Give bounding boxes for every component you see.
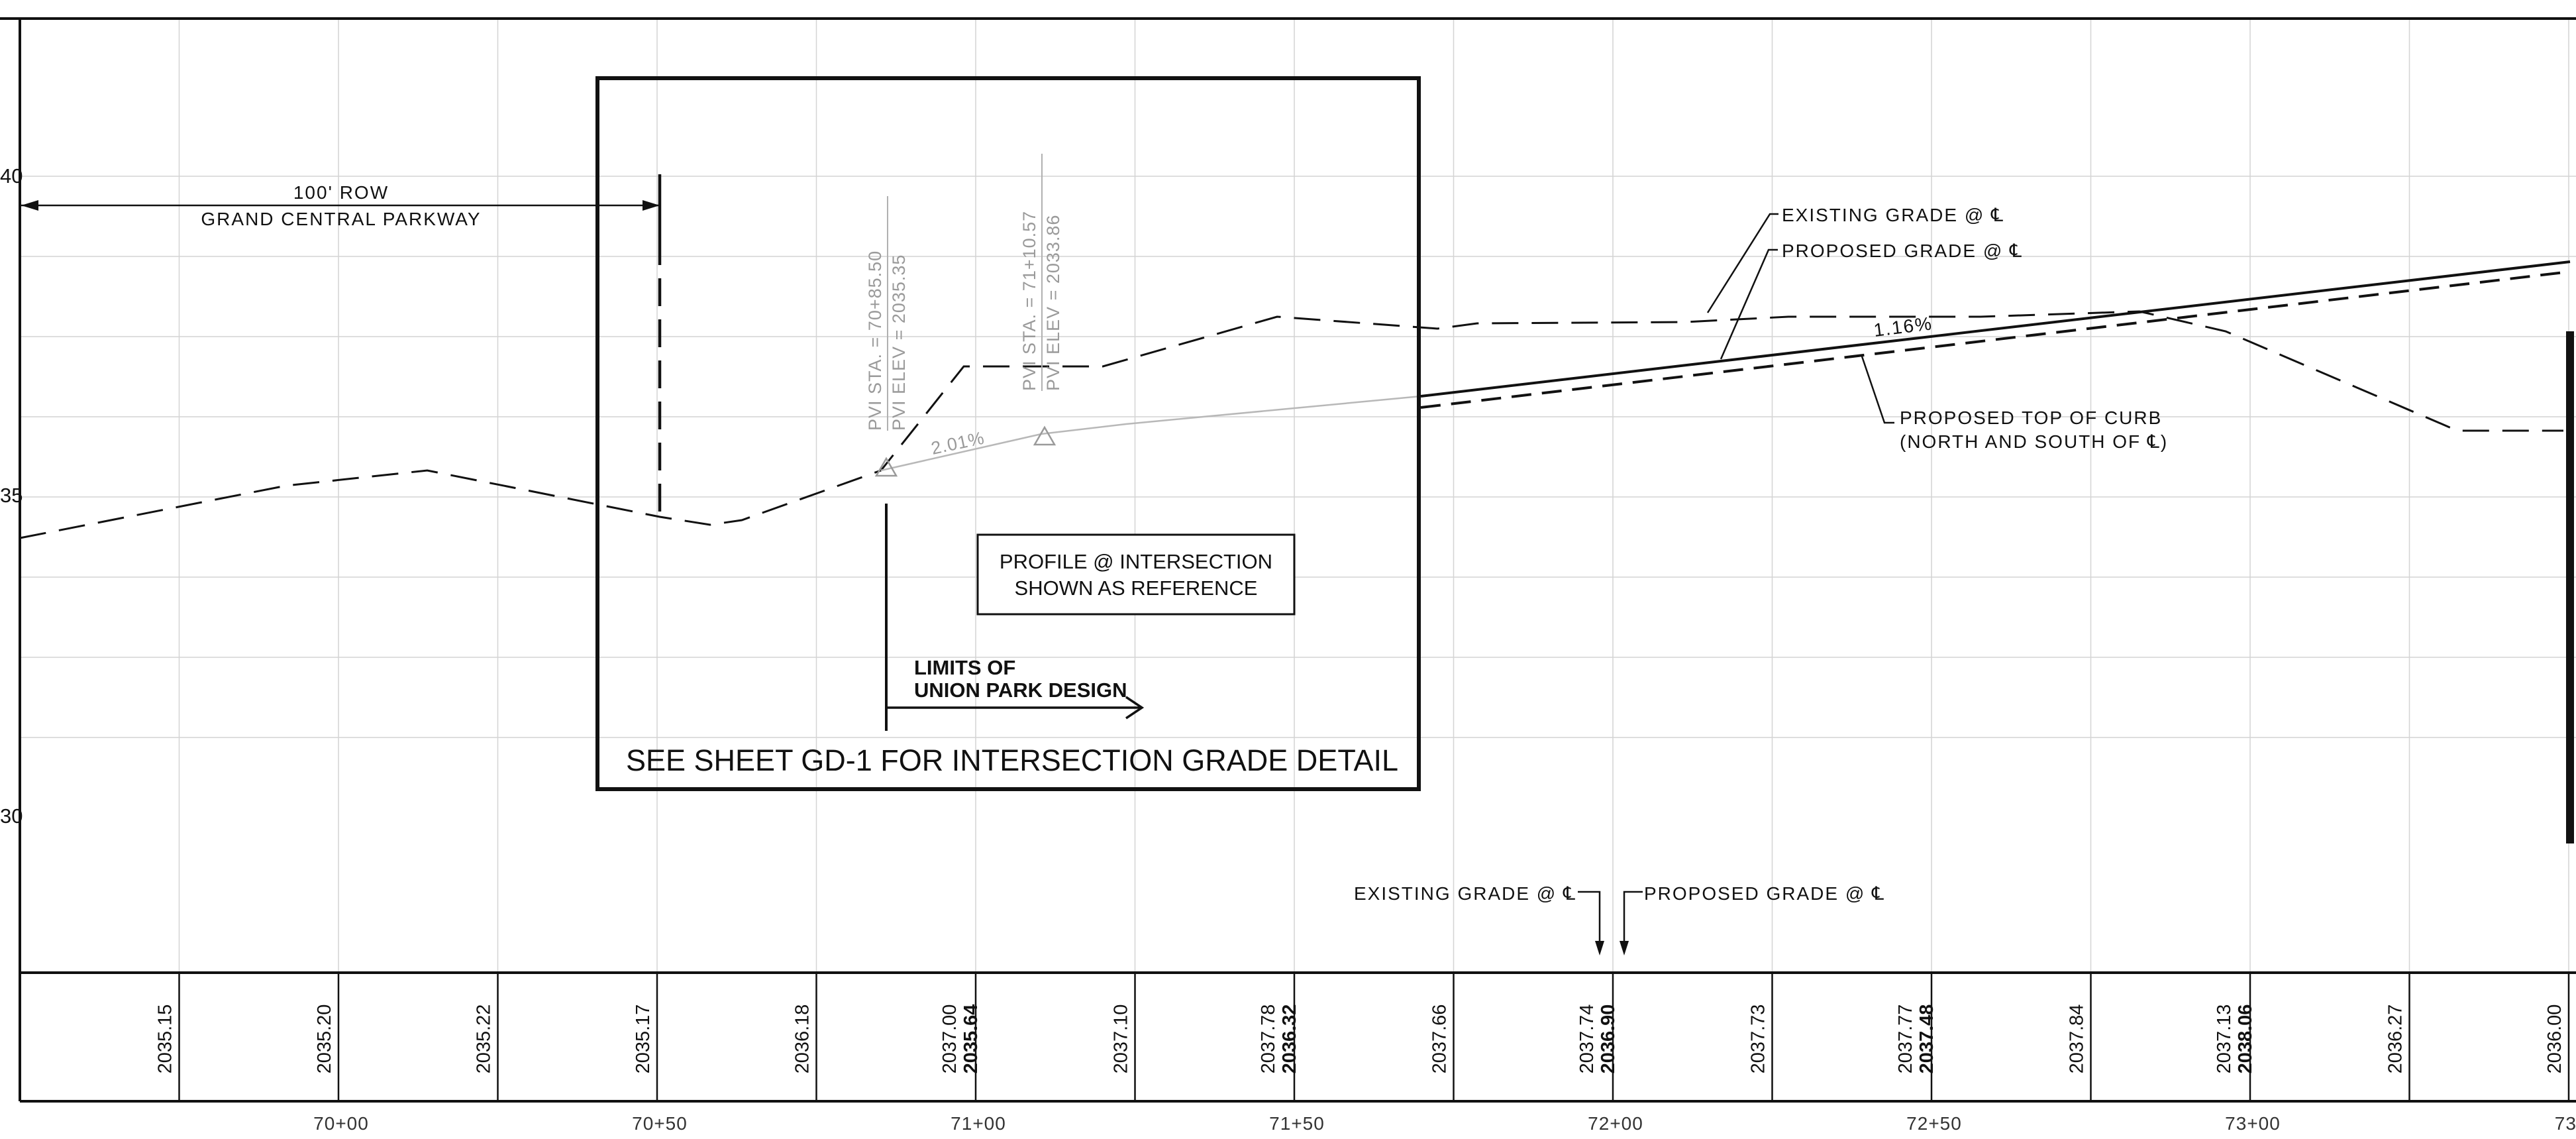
grid [19, 19, 2576, 973]
station-label: 72+00 [1588, 1113, 1643, 1134]
pvi-triangle-2 [1033, 425, 1056, 446]
pvi-2-station: PVI STA. = 71+10.57 [1019, 211, 1039, 391]
proposed-top-of-curb-line [1420, 270, 2571, 409]
station-label: 73+00 [2225, 1113, 2281, 1134]
intersection-profile-line [880, 395, 1421, 472]
elevation-proposed: 2035.64 [960, 1004, 982, 1074]
profile-reference-line2: SHOWN AS REFERENCE [1015, 576, 1258, 600]
elevation-existing: 2037.78 [1258, 1004, 1279, 1074]
elevation-proposed: 2036.90 [1598, 1004, 1619, 1074]
pvi-1-elevation: PVI ELEV = 2035.35 [889, 254, 909, 431]
pvi-2-elevation: PVI ELEV = 2033.86 [1043, 215, 1063, 391]
elevation-existing: 2037.13 [2214, 1004, 2235, 1074]
row-road-label: GRAND CENTRAL PARKWAY [201, 209, 481, 229]
limits-of-design: LIMITS OF UNION PARK DESIGN [885, 504, 1145, 731]
elevation-label-35: 35 [0, 484, 23, 507]
elevation-existing: 2037.74 [1576, 1004, 1598, 1074]
legend-proposed-grade: PROPOSED GRADE @ ℄ [1782, 241, 2023, 261]
elevation-existing: 2037.77 [1895, 1004, 1916, 1074]
elevation-existing: 2037.66 [1429, 1004, 1450, 1074]
elevation-existing: 2035.17 [633, 1004, 654, 1074]
elevation-cells: 2035.15 2035.20 2035.22 2035.17 2036.18 2037.… [154, 1004, 2565, 1074]
station-labels: 70+00 70+50 71+00 71+50 72+00 72+50 73+00 73+ [313, 1113, 2576, 1134]
edge-bar [2566, 331, 2574, 843]
station-label: 73+ [2555, 1113, 2576, 1134]
see-sheet-note: SEE SHEET GD-1 FOR INTERSECTION GRADE DE… [626, 743, 1398, 777]
grade-label-left: 2.01% [929, 428, 986, 459]
elevation-existing: 2037.00 [939, 1004, 960, 1074]
bottom-legend: EXISTING GRADE @ ℄ PROPOSED GRADE @ ℄ [1354, 883, 1885, 955]
pvi-label-1: PVI STA. = 70+85.50 PVI ELEV = 2035.35 [865, 250, 909, 431]
elevation-existing: 2036.00 [2544, 1004, 2565, 1074]
reference-box [595, 76, 1421, 791]
station-label: 70+00 [313, 1113, 369, 1134]
limits-label-line1: LIMITS OF [914, 656, 1015, 679]
proposed-grade-line [1420, 260, 2571, 398]
bottom-legend-existing: EXISTING GRADE @ ℄ [1354, 883, 1576, 904]
elevation-existing: 2035.15 [154, 1004, 176, 1074]
table-dividers [178, 973, 2570, 1101]
bottom-legend-proposed: PROPOSED GRADE @ ℄ [1644, 883, 1885, 904]
station-label: 71+50 [1269, 1113, 1325, 1134]
station-label: 70+50 [632, 1113, 688, 1134]
elevation-proposed: 2036.32 [1279, 1004, 1300, 1074]
existing-grade-line [19, 310, 2563, 539]
station-label: 71+00 [951, 1113, 1006, 1134]
legend-callouts: EXISTING GRADE @ ℄ PROPOSED GRADE @ ℄ PR… [1706, 205, 2168, 452]
profile-reference-box [976, 533, 1296, 616]
pvi-1-station: PVI STA. = 70+85.50 [865, 250, 885, 431]
row-dimension: 100' ROW GRAND CENTRAL PARKWAY [21, 174, 662, 517]
elevation-existing: 2037.73 [1747, 1004, 1769, 1074]
elevation-proposed: 2037.48 [1916, 1004, 1937, 1074]
elevation-existing: 2037.10 [1110, 1004, 1131, 1074]
legend-top-of-curb-line1: PROPOSED TOP OF CURB [1900, 407, 2162, 428]
station-label: 72+50 [1906, 1113, 1962, 1134]
row-dimension-label: 100' ROW [293, 182, 389, 203]
limits-label-line2: UNION PARK DESIGN [914, 678, 1127, 702]
elevation-existing: 2036.27 [2385, 1004, 2406, 1074]
pvi-label-2: PVI STA. = 71+10.57 PVI ELEV = 2033.86 [1019, 211, 1063, 391]
elevation-proposed: 2038.06 [2235, 1004, 2256, 1074]
legend-top-of-curb-line2: (NORTH AND SOUTH OF ℄) [1900, 431, 2168, 452]
elevation-label-30: 30 [0, 804, 23, 828]
elevation-existing: 2035.22 [473, 1004, 494, 1074]
elevation-existing: 2037.84 [2066, 1004, 2087, 1074]
elevation-existing: 2035.20 [314, 1004, 335, 1074]
profile-reference-line1: PROFILE @ INTERSECTION [1000, 550, 1272, 573]
pvi-triangle-1 [874, 457, 898, 477]
legend-existing-grade: EXISTING GRADE @ ℄ [1782, 205, 2004, 225]
elevation-existing: 2036.18 [792, 1004, 813, 1074]
elevation-label-40: 40 [0, 164, 23, 188]
